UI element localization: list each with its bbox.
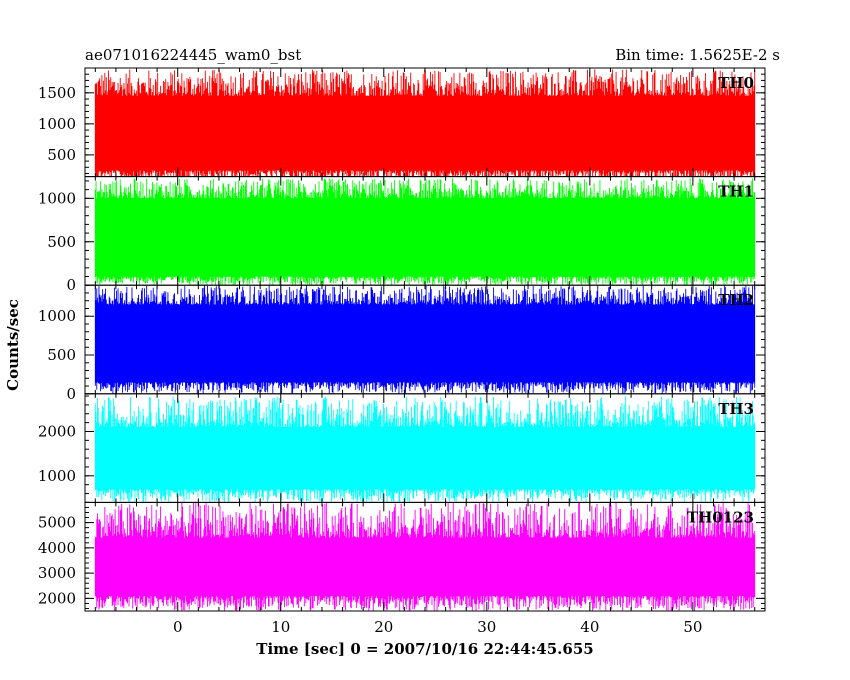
panels-group: 500 1000 1500 TH0 0 500 1000 TH1 0 500 1000 TH2 1000… xyxy=(38,67,766,612)
y-tick-label: 500 xyxy=(47,346,76,364)
panel-label-th0123: TH0123 xyxy=(687,508,754,526)
panel-th0: 500 1000 1500 TH0 xyxy=(38,67,766,178)
chart-title: ae071016224445_wam0_bst xyxy=(85,46,301,64)
panel-label-th0: TH0 xyxy=(718,74,754,92)
x-tick-label: 40 xyxy=(580,618,599,636)
y-tick-label: 0 xyxy=(66,276,76,294)
y-tick-label: 1000 xyxy=(38,307,76,325)
x-axis-label: Time [sec] 0 = 2007/10/16 22:44:45.655 xyxy=(256,640,593,658)
x-tick-label: 10 xyxy=(271,618,290,636)
x-tick-label: 20 xyxy=(374,618,393,636)
y-tick-label: 2000 xyxy=(38,589,76,607)
series-line-th0 xyxy=(94,69,756,177)
y-tick-label: 1000 xyxy=(38,467,76,485)
y-tick-label: 1000 xyxy=(38,189,76,207)
y-tick-label: 2000 xyxy=(38,422,76,440)
y-tick-label: 1000 xyxy=(38,115,76,133)
x-tick-label: 30 xyxy=(477,618,496,636)
panel-th2: 0 500 1000 TH2 xyxy=(38,284,766,403)
series-line-th3 xyxy=(94,396,756,503)
series-line-th0123 xyxy=(94,502,756,611)
y-tick-label: 4000 xyxy=(38,539,76,557)
y-tick-label: 500 xyxy=(47,233,76,251)
panel-label-th1: TH1 xyxy=(718,183,754,201)
y-axis-label: Counts/sec xyxy=(4,299,22,391)
panel-label-th3: TH3 xyxy=(718,400,754,418)
series-line-th2 xyxy=(94,285,756,394)
panel-th1: 0 500 1000 TH1 xyxy=(38,176,766,294)
y-tick-label: 5000 xyxy=(38,514,76,532)
y-tick-label: 3000 xyxy=(38,564,76,582)
y-tick-label: 1500 xyxy=(38,84,76,102)
x-tick-label: 50 xyxy=(683,618,702,636)
panel-th3: 1000 2000 TH3 xyxy=(38,393,766,503)
x-tick-label: 0 xyxy=(173,618,183,636)
bin-time-label: Bin time: 1.5625E-2 s xyxy=(615,46,780,64)
x-axis: 0 10 20 30 40 50 xyxy=(173,618,702,636)
y-tick-label: 500 xyxy=(47,146,76,164)
panel-label-th2: TH2 xyxy=(718,291,754,309)
series-line-th1 xyxy=(94,178,756,286)
panel-th0123: 2000 3000 4000 5000 TH0123 xyxy=(38,501,766,612)
y-tick-label: 0 xyxy=(66,385,76,403)
